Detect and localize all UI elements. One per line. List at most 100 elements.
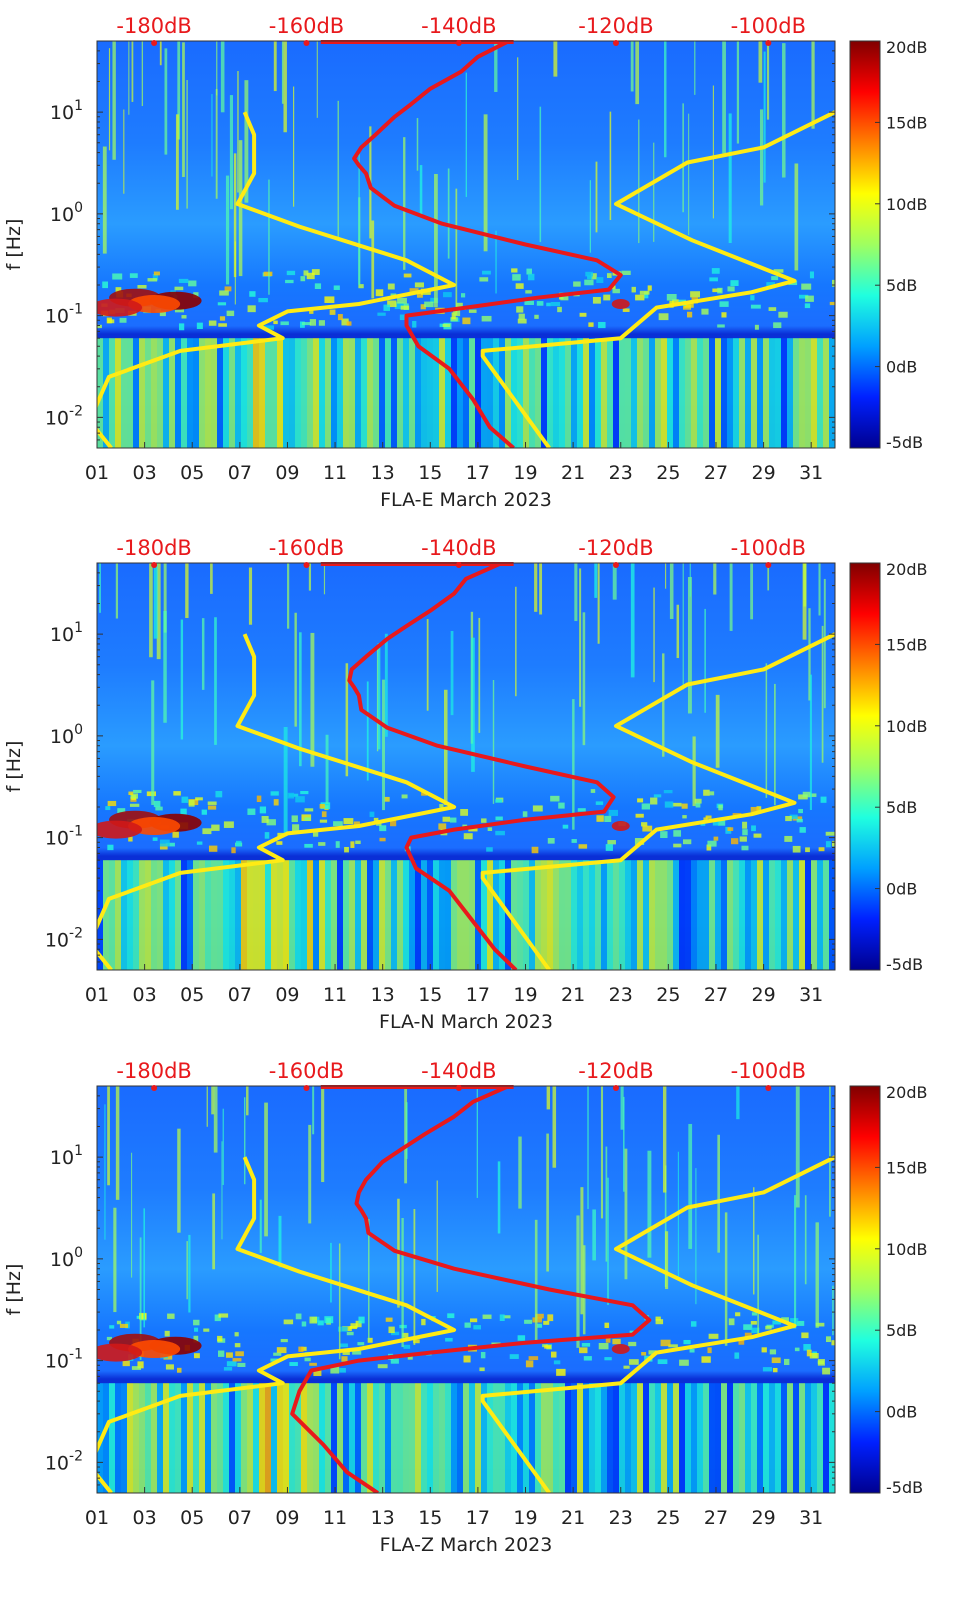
y-axis-title: f [Hz] [3, 1264, 25, 1316]
colorbar [849, 562, 881, 971]
x-tick-label: 29 [751, 462, 775, 484]
db-scale-label: -140dB [421, 14, 496, 38]
noise-model-curve-high [480, 110, 835, 448]
db-scale-label: -120dB [578, 1059, 653, 1083]
y-tick-label: 100 [50, 1245, 83, 1271]
y-tick-label: 10-1 [45, 302, 83, 328]
x-tick-label: 25 [656, 1507, 680, 1529]
x-tick-label: 19 [513, 462, 537, 484]
x-tick-label: 11 [323, 1507, 347, 1529]
colorbar-tick-label: 0dB [886, 358, 917, 377]
spectrogram-panel-1: 10-2 10-1 100 101 01 03 05 07 09 11 13 15 17 19 21 23 25… [3, 14, 928, 511]
colorbar-tick-label: 5dB [886, 798, 917, 817]
db-scale-label: -100dB [731, 1059, 806, 1083]
spectrogram-heatmap [97, 41, 835, 448]
colorbar-tick-label: 0dB [886, 1403, 917, 1422]
x-tick-label: 21 [561, 984, 585, 1006]
x-tick-label: 05 [180, 462, 204, 484]
db-scale-marker [303, 40, 310, 46]
x-tick-label: 29 [751, 1507, 775, 1529]
db-scale-label: -120dB [578, 14, 653, 38]
x-tick-label: 05 [180, 984, 204, 1006]
db-scale-label: -100dB [731, 536, 806, 560]
x-tick-label: 15 [418, 1507, 442, 1529]
x-tick-label: 11 [323, 462, 347, 484]
x-tick-label: 15 [418, 984, 442, 1006]
db-scale-marker [612, 562, 619, 568]
x-tick-label: 13 [371, 984, 395, 1006]
x-tick-label: 27 [704, 462, 728, 484]
x-tick-label: 25 [656, 984, 680, 1006]
db-scale-marker [151, 1085, 158, 1091]
x-tick-label: 19 [513, 984, 537, 1006]
x-tick-label: 07 [228, 984, 252, 1006]
x-tick-label: 21 [561, 462, 585, 484]
spectrogram-heatmap [97, 563, 835, 970]
x-axis-title: FLA-E March 2023 [380, 489, 552, 511]
x-tick-label: 11 [323, 984, 347, 1006]
x-tick-label: 23 [609, 984, 633, 1006]
colorbar-tick-label: 15dB [886, 635, 928, 654]
y-tick-label: 10-2 [45, 925, 83, 951]
colorbar [849, 40, 881, 449]
colorbar-tick-label: 0dB [886, 880, 917, 899]
colorbar-tick-label: -5dB [886, 433, 923, 452]
db-scale-marker [765, 562, 772, 568]
y-tick-label: 10-1 [45, 824, 83, 850]
x-tick-label: 03 [133, 984, 157, 1006]
model-power-curve [347, 563, 616, 970]
db-scale-label: -140dB [421, 536, 496, 560]
db-scale-label: -100dB [731, 14, 806, 38]
db-scale-label: -180dB [116, 1059, 191, 1083]
x-tick-label: 31 [799, 462, 823, 484]
db-scale-marker [455, 40, 462, 46]
x-tick-label: 05 [180, 1507, 204, 1529]
colorbar-tick-label: 10dB [886, 717, 928, 736]
y-tick-label: 100 [50, 200, 83, 226]
noise-model-curve [97, 111, 457, 448]
x-tick-label: 29 [751, 984, 775, 1006]
db-scale-label: -160dB [269, 1059, 344, 1083]
x-tick-label: 01 [85, 462, 109, 484]
colorbar-tick-label: 5dB [886, 276, 917, 295]
model-power-curve [290, 1086, 652, 1493]
x-tick-label: 09 [275, 984, 299, 1006]
colorbar-tick-label: 10dB [886, 195, 928, 214]
y-tick-label: 101 [50, 620, 83, 646]
x-tick-label: 07 [228, 462, 252, 484]
x-tick-label: 25 [656, 462, 680, 484]
x-tick-label: 19 [513, 1507, 537, 1529]
db-scale-label: -160dB [269, 536, 344, 560]
x-axis-title: FLA-Z March 2023 [380, 1534, 553, 1556]
colorbar-tick-label: -5dB [886, 1478, 923, 1497]
spectrogram-panel-3: 10-2 10-1 100 101 01 03 05 07 09 11 13 15 17 19 21 23 25… [3, 1059, 928, 1556]
x-tick-label: 03 [133, 462, 157, 484]
y-tick-label: 101 [50, 98, 83, 124]
db-scale-label: -120dB [578, 536, 653, 560]
noise-model-curve [97, 633, 457, 970]
db-scale-label: -140dB [421, 1059, 496, 1083]
x-tick-label: 31 [799, 1507, 823, 1529]
db-scale-label: -180dB [116, 14, 191, 38]
db-scale-marker [151, 40, 158, 46]
x-tick-label: 31 [799, 984, 823, 1006]
x-tick-label: 01 [85, 1507, 109, 1529]
db-scale-marker [151, 562, 158, 568]
db-scale-marker [455, 562, 462, 568]
y-axis-title: f [Hz] [3, 219, 25, 271]
db-scale-marker [612, 40, 619, 46]
x-tick-label: 07 [228, 1507, 252, 1529]
spectrogram-panel-2: 10-2 10-1 100 101 01 03 05 07 09 11 13 15 17 19 21 23 25… [3, 536, 928, 1033]
y-tick-label: 100 [50, 722, 83, 748]
x-tick-label: 09 [275, 1507, 299, 1529]
x-tick-label: 09 [275, 462, 299, 484]
x-axis-title: FLA-N March 2023 [379, 1011, 553, 1033]
colorbar-tick-label: 10dB [886, 1240, 928, 1259]
db-scale-marker [303, 562, 310, 568]
x-tick-label: 13 [371, 462, 395, 484]
model-power-curve [352, 41, 623, 448]
x-tick-label: 23 [609, 1507, 633, 1529]
colorbar-tick-label: 5dB [886, 1321, 917, 1340]
x-tick-label: 01 [85, 984, 109, 1006]
